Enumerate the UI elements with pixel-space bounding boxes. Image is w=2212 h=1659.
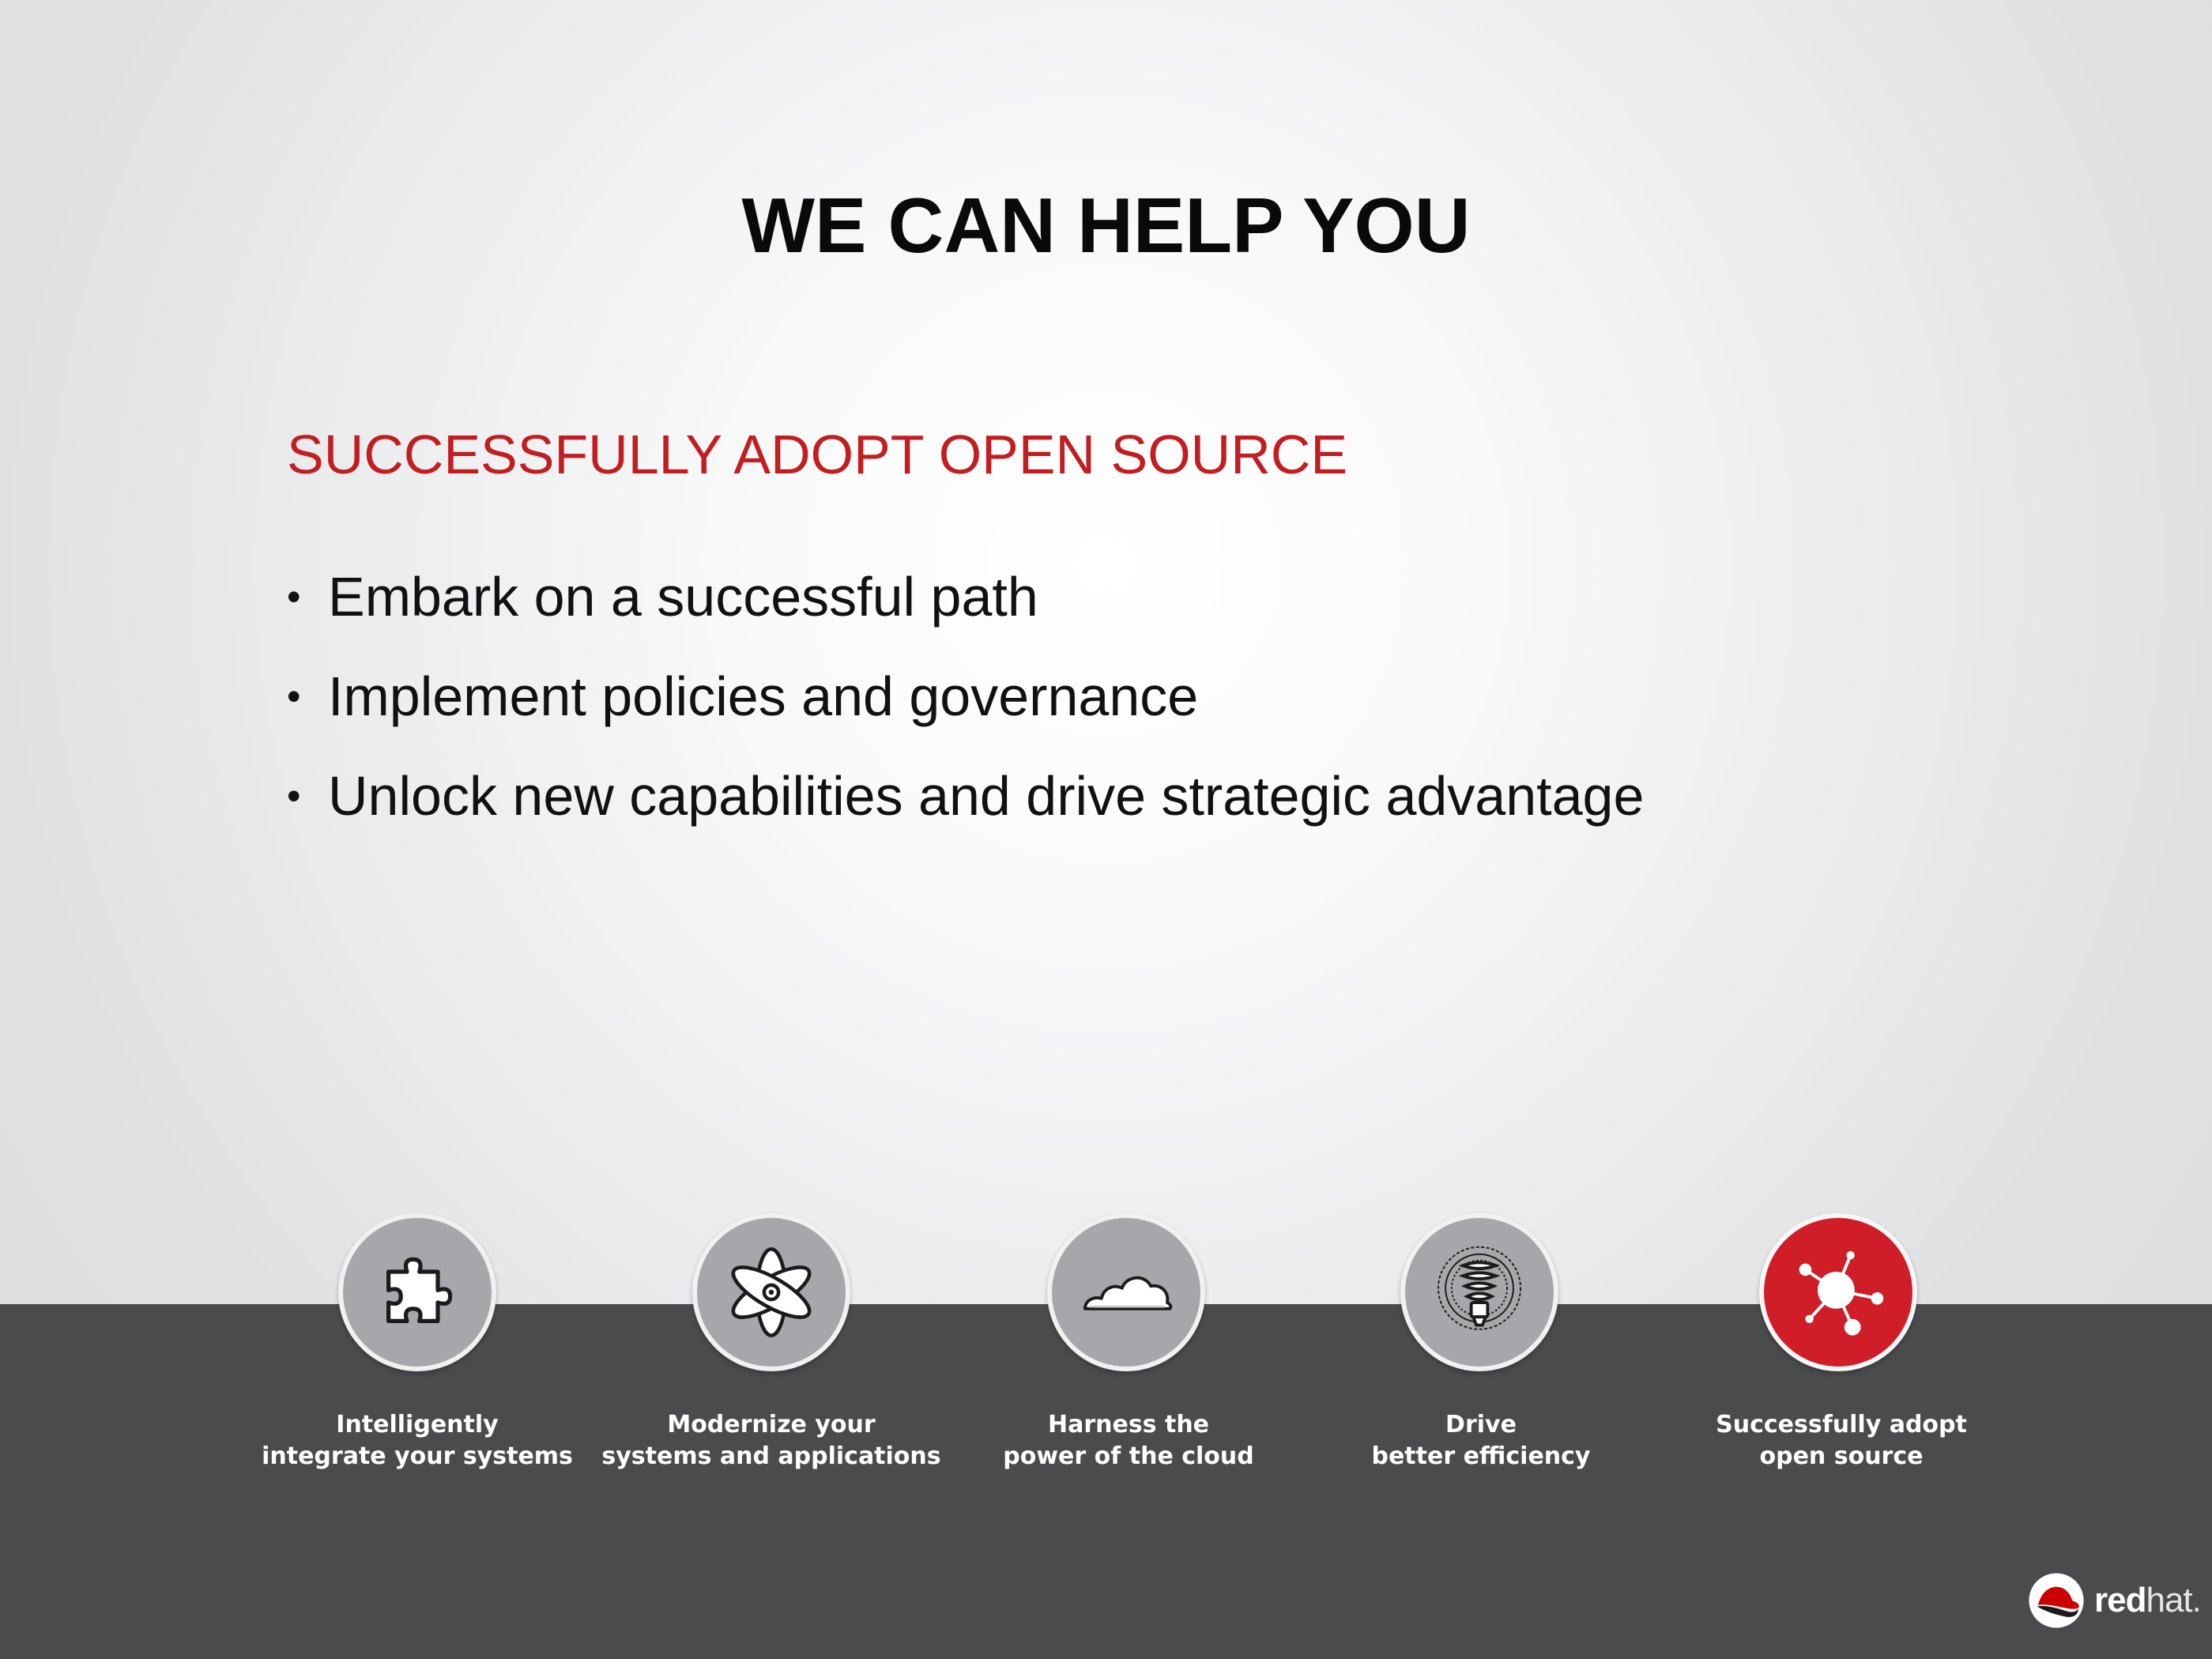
caption-line: Successfully adopt (1716, 1411, 1967, 1438)
bullet-text: Unlock new capabilities and drive strate… (328, 765, 1645, 827)
cloud-icon (1083, 1276, 1173, 1310)
caption-line: Drive (1445, 1411, 1517, 1438)
redhat-logo: redhat. (2028, 1569, 2202, 1632)
bullet-item: • Unlock new capabilities and drive stra… (287, 760, 1644, 831)
pillar-efficiency (1400, 1213, 1558, 1371)
bullet-list: • Embark on a successful path • Implemen… (287, 561, 1644, 860)
caption-line: better efficiency (1371, 1442, 1591, 1470)
atom-icon (731, 1247, 812, 1337)
pillar-integrate (338, 1213, 496, 1371)
bullet-item: • Implement policies and governance (287, 661, 1644, 732)
pillar-caption: Modernize your systems and applications (590, 1409, 953, 1472)
pillar-circle (1400, 1213, 1558, 1371)
caption-line: integrate your systems (262, 1442, 573, 1470)
pillar-modernize (692, 1213, 850, 1371)
caption-line: power of the cloud (1003, 1442, 1254, 1470)
caption-line: Harness the (1047, 1411, 1210, 1438)
caption-line: systems and applications (601, 1442, 941, 1470)
network-nodes-icon (1799, 1251, 1884, 1336)
pillar-open-source (1759, 1213, 1917, 1371)
logo-word-red: red (2094, 1581, 2146, 1619)
slide-title: WE CAN HELP YOU (741, 182, 1471, 269)
pillar-caption: Successfully adopt open source (1660, 1409, 2023, 1472)
puzzle-icon (386, 1257, 453, 1323)
bullet-text: Embark on a successful path (328, 566, 1038, 628)
pillar-circle-active (1759, 1213, 1917, 1371)
bullet-text: Implement policies and governance (328, 665, 1199, 727)
pillar-caption: Drive better efficiency (1299, 1409, 1663, 1472)
caption-line: Intelligently (336, 1411, 499, 1438)
pillar-cloud (1047, 1213, 1205, 1371)
bullet-marker: • (287, 674, 301, 718)
pillar-circle (338, 1213, 496, 1371)
pillar-caption: Harness the power of the cloud (947, 1409, 1310, 1472)
lightbulb-icon (1438, 1246, 1521, 1330)
logo-word-hat: hat. (2146, 1581, 2201, 1619)
pillar-circle (692, 1213, 850, 1371)
pillar-circle (1047, 1213, 1205, 1371)
bullet-marker: • (287, 575, 301, 619)
caption-line: open source (1759, 1442, 1924, 1470)
redhat-shadowman-icon (2029, 1573, 2084, 1628)
pillar-caption: Intelligently integrate your systems (236, 1409, 599, 1472)
bullet-marker: • (287, 774, 301, 818)
logo-wordmark: redhat. (2094, 1581, 2202, 1620)
bullet-item: • Embark on a successful path (287, 561, 1644, 632)
slide-subtitle: SUCCESSFULLY ADOPT OPEN SOURCE (287, 424, 1348, 485)
caption-line: Modernize your (667, 1411, 876, 1438)
